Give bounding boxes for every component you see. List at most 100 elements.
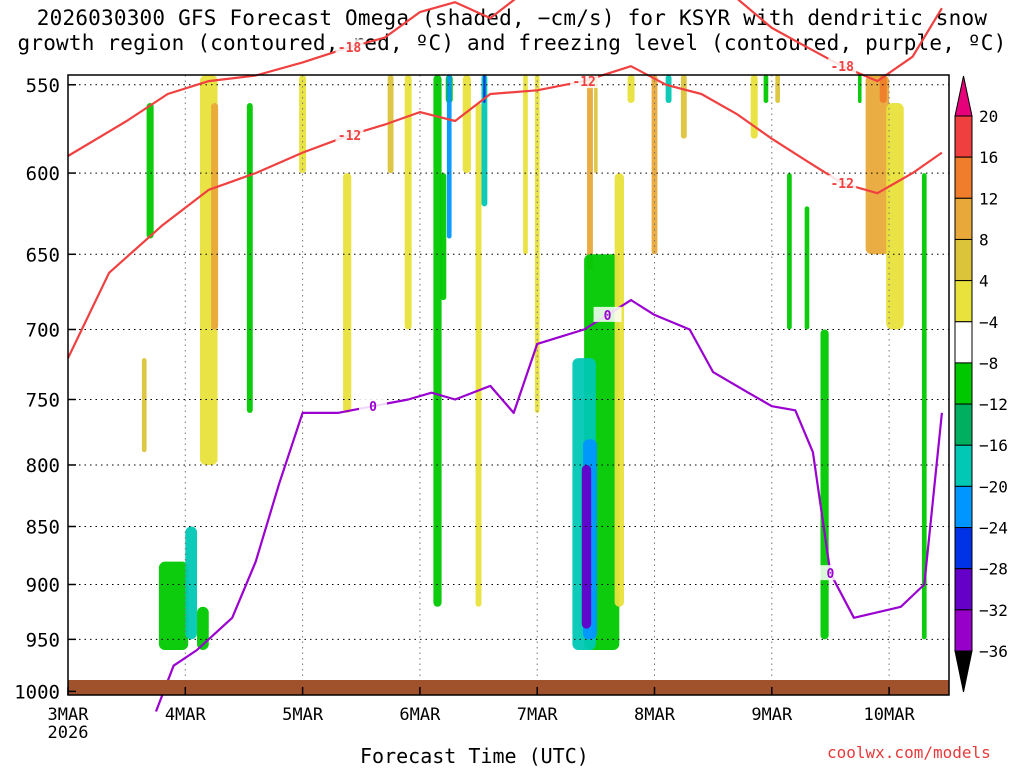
omega-shaded-area (483, 75, 486, 104)
omega-shaded-area (614, 173, 625, 607)
colorbar-segment (954, 238, 973, 282)
y-tick-label: 550 (26, 75, 60, 97)
colorbar-label: −28 (979, 560, 1008, 579)
omega-shaded-area (158, 561, 189, 650)
colorbar-bottom-arrow (954, 650, 973, 693)
colorbar-top-arrow (954, 75, 973, 117)
omega-shaded-area (246, 103, 253, 413)
omega-shaded-area (211, 103, 219, 330)
colorbar-label: −24 (979, 519, 1008, 538)
omega-shaded-area (627, 75, 635, 104)
colorbar-label: −12 (979, 395, 1008, 414)
contour-label: -12 (830, 177, 853, 192)
omega-shaded-area (763, 75, 769, 104)
colorbar-label: −36 (979, 642, 1008, 661)
x-tick-label: 8MAR (634, 705, 676, 725)
contour-label-bg (358, 398, 387, 414)
omega-shaded-area (879, 75, 887, 104)
colorbar-segment (954, 403, 973, 446)
x-tick-label: 7MAR (517, 705, 559, 725)
colorbar-segment (954, 321, 973, 364)
colorbar-label: −20 (979, 477, 1008, 496)
omega-shaded-area (523, 75, 528, 255)
y-tick-label: 800 (26, 455, 60, 477)
y-tick-label: 950 (26, 629, 60, 651)
colorbar-segment (954, 362, 973, 405)
omega-shaded-area (433, 75, 442, 607)
omega-shaded-area (534, 75, 540, 413)
colorbar-segment (954, 568, 973, 611)
colorbar-label: 8 (979, 230, 989, 249)
contour-label: -12 (572, 75, 595, 90)
omega-shaded-area (858, 75, 862, 104)
colorbar: 20 16 12 8 4 −4 −8 −12 −16 −20 −24 −28 −32 −36 (954, 75, 1008, 693)
contour-label: 0 (827, 567, 835, 582)
chart-title-line-2: growth region (contoured, red, ºC) and f… (17, 31, 1007, 55)
contour-line-minus18 (67, 0, 943, 157)
colorbar-segment (954, 197, 973, 240)
y-axis: 2503003504004505005506006507007508008509… (14, 0, 76, 703)
omega-shaded-area (387, 75, 394, 174)
omega-shading (141, 75, 927, 650)
y-tick-label: 750 (26, 389, 60, 411)
x-tick-label: 6MAR (399, 705, 441, 725)
omega-shaded-area (921, 173, 927, 640)
colorbar-label: −16 (979, 436, 1008, 455)
omega-shaded-area (481, 75, 488, 207)
y-tick-label: 600 (26, 163, 60, 185)
colorbar-label: 16 (979, 148, 998, 167)
x-year-label: 2026 (48, 723, 89, 743)
omega-shaded-area (581, 464, 592, 629)
contour-label-bg (570, 73, 599, 89)
contour-label-bg (828, 175, 857, 191)
credit-link[interactable]: coolwx.com/models (827, 743, 991, 762)
x-tick-label: 5MAR (282, 705, 324, 725)
omega-shaded-area (886, 103, 904, 330)
y-tick-label: 700 (26, 319, 60, 341)
omega-shaded-area (865, 75, 890, 255)
omega-shaded-area (820, 329, 829, 640)
x-axis: 3MAR 4MAR 5MAR 6MAR 7MAR 8MAR 9MAR 10MAR 2026 (48, 687, 915, 743)
chart-title-line-1: 2026030300 GFS Forecast Omega (shaded, −… (36, 6, 988, 30)
colorbar-segment (954, 609, 973, 652)
colorbar-segment (954, 156, 973, 199)
omega-shaded-area (594, 75, 598, 174)
omega-shaded-area (299, 75, 307, 174)
colorbar-label: 4 (979, 272, 989, 291)
colorbar-segment (954, 280, 973, 323)
contour-label-bg (816, 565, 845, 581)
y-tick-label: 850 (26, 516, 60, 538)
omega-shaded-area (665, 75, 672, 104)
omega-shaded-area (141, 358, 147, 453)
contour-line-0 (154, 299, 943, 712)
omega-shaded-area (651, 75, 658, 255)
omega-shaded-area (185, 526, 198, 640)
omega-shaded-area (462, 75, 471, 174)
y-tick-label: 1000 (14, 681, 60, 703)
x-tick-label: 3MAR (48, 705, 90, 725)
plot-frame (67, 74, 950, 696)
omega-shaded-area (787, 173, 792, 330)
contour-label-bg (828, 58, 857, 74)
colorbar-label: −32 (979, 601, 1008, 620)
x-tick-label: 9MAR (751, 705, 793, 725)
x-tick-label: 4MAR (165, 705, 207, 725)
omega-shaded-area (587, 75, 593, 270)
omega-shaded-area (750, 75, 758, 139)
colorbar-segment (954, 115, 973, 158)
contour-label: 0 (604, 309, 612, 324)
omega-shaded-area (343, 173, 352, 413)
contour-label-bg (335, 39, 364, 55)
colorbar-label: 20 (979, 107, 998, 126)
omega-shaded-area (146, 103, 154, 239)
colorbar-segment (954, 527, 973, 570)
colorbar-label: −8 (979, 354, 998, 373)
contour-label: 0 (369, 400, 377, 415)
omega-shaded-area (775, 75, 781, 104)
omega-shaded-area (440, 173, 447, 301)
contour-label-bg (335, 127, 364, 143)
colorbar-label: 12 (979, 189, 998, 208)
contour-label-bg (593, 306, 622, 322)
y-tick-label: 650 (26, 244, 60, 266)
